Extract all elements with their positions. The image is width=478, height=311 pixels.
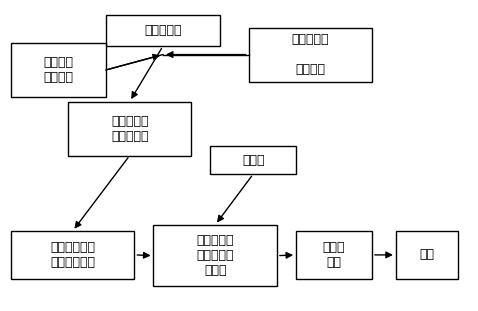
Text: 常规钻井液: 常规钻井液 <box>144 24 182 37</box>
FancyBboxPatch shape <box>296 231 372 279</box>
FancyBboxPatch shape <box>11 231 134 279</box>
Text: 含潜活性材
料的泥饼进
行激活: 含潜活性材 料的泥饼进 行激活 <box>196 234 234 277</box>
Text: 激活剂: 激活剂 <box>242 154 264 167</box>
Text: 潜在活性的

特殊材料: 潜在活性的 特殊材料 <box>292 33 329 76</box>
Text: 控制活性
的处理剂: 控制活性 的处理剂 <box>43 56 74 84</box>
FancyBboxPatch shape <box>249 28 372 81</box>
Text: 常规水
泥浆: 常规水 泥浆 <box>323 241 345 269</box>
FancyBboxPatch shape <box>11 43 106 97</box>
FancyBboxPatch shape <box>396 231 457 279</box>
FancyBboxPatch shape <box>106 15 220 46</box>
Text: 安全钻达设计
井深、下套管: 安全钻达设计 井深、下套管 <box>50 241 95 269</box>
Text: 钻井固井一
体化工作液: 钻井固井一 体化工作液 <box>111 114 149 142</box>
Text: 固井: 固井 <box>419 248 434 262</box>
FancyBboxPatch shape <box>68 102 192 156</box>
FancyBboxPatch shape <box>153 225 277 286</box>
FancyBboxPatch shape <box>210 146 296 174</box>
